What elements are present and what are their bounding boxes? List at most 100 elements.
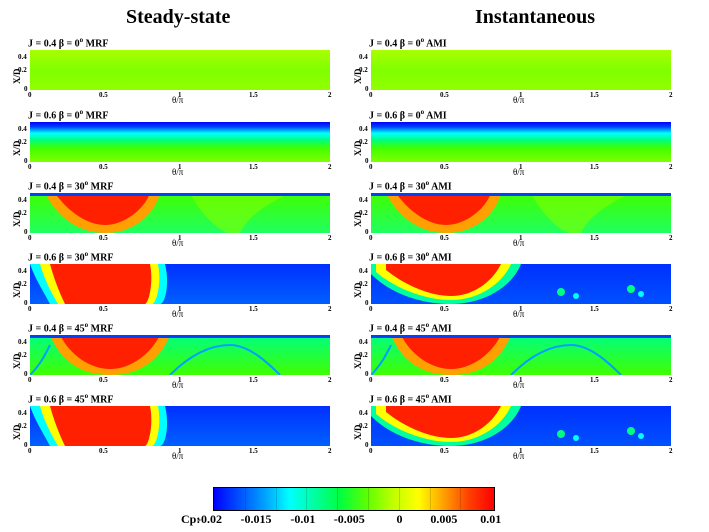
x-tick-label: 0.5: [440, 163, 449, 171]
y-tick-label: 0.2: [18, 138, 27, 146]
x-tick-label: 1.5: [590, 376, 599, 384]
y-tick-label: 0: [24, 370, 28, 378]
contour-field: [371, 264, 671, 304]
colorbar-tick-label: -0.01: [290, 512, 316, 526]
degree-symbol: o: [84, 321, 89, 329]
x-tick-label: 0: [369, 305, 373, 313]
contour-field: [371, 193, 671, 233]
x-tick-label: 1.5: [249, 91, 258, 99]
contour-panel: J = 0.6 β = 0o MRF X/D 0.4 0.2 0 0 0.5 1 1.5 2 θ/π: [12, 108, 667, 178]
x-axis-label: θ/π: [513, 451, 525, 461]
degree-symbol: o: [420, 108, 425, 116]
x-tick-label: 1.5: [590, 447, 599, 455]
x-tick-label: 2: [669, 305, 673, 313]
x-tick-label: 0: [28, 305, 32, 313]
contour-panel: J = 0.6 β = 30o MRF X/D 0.4 0.2 0 0 0.5 1 1.5 2 θ/…: [12, 250, 667, 320]
colorbar-tick-label: -0.02: [197, 512, 222, 526]
x-tick-label: 2: [328, 91, 332, 99]
x-tick-label: 2: [669, 163, 673, 171]
y-tick-label: 0: [365, 85, 369, 93]
x-axis-label: θ/π: [513, 380, 525, 390]
panel-title: J = 0.4 β = 45o MRF: [28, 321, 114, 335]
degree-symbol: o: [84, 392, 89, 400]
x-tick-label: 1: [178, 91, 182, 99]
x-axis-label: θ/π: [513, 167, 525, 177]
x-tick-label: 1.5: [590, 163, 599, 171]
x-tick-label: 0.5: [440, 91, 449, 99]
contour-panel: J = 0.6 β = 45o AMI X/D 0.4 0.2 0 0 0.5 1 1.5 2 θ/…: [353, 392, 709, 462]
x-tick-label: 2: [669, 447, 673, 455]
x-axis-label: θ/π: [513, 95, 525, 105]
contour-panel: J = 0.4 β = 30o MRF X/D 0.4 0.2 0 0 0.5 1 1.5 2 θ/…: [12, 179, 667, 249]
x-tick-label: 1: [178, 305, 182, 313]
y-tick-label: 0.2: [18, 351, 27, 359]
x-tick-label: 0.5: [440, 376, 449, 384]
steady-state-title: Steady-state: [126, 6, 231, 28]
x-axis-label: θ/π: [172, 238, 184, 248]
y-tick-label: 0.2: [18, 280, 27, 288]
y-tick-label: 0.2: [359, 280, 368, 288]
y-tick-label: 0.4: [359, 196, 368, 204]
x-axis-label: θ/π: [172, 380, 184, 390]
x-tick-label: 1.5: [249, 447, 258, 455]
y-tick-label: 0.4: [359, 267, 368, 275]
x-axis-label: θ/π: [172, 451, 184, 461]
y-tick-label: 0.4: [359, 125, 368, 133]
x-tick-label: 2: [328, 234, 332, 242]
y-tick-label: 0: [24, 157, 28, 165]
degree-symbol: o: [425, 392, 430, 400]
panel-title: J = 0.4 β = 30o MRF: [28, 179, 114, 193]
y-tick-label: 0: [365, 441, 369, 449]
panel-title: J = 0.6 β = 0o AMI: [369, 108, 447, 122]
x-tick-label: 0.5: [99, 91, 108, 99]
x-tick-label: 0: [369, 163, 373, 171]
panel-title: J = 0.4 β = 0o MRF: [28, 36, 109, 50]
contour-panel: J = 0.4 β = 45o MRF X/D 0.4 0.2 0 0 0.5 1 1.5 2 θ/…: [12, 321, 667, 391]
x-tick-label: 1: [519, 305, 523, 313]
panel-title: J = 0.4 β = 45o AMI: [369, 321, 452, 335]
y-tick-label: 0.4: [359, 53, 368, 61]
degree-symbol: o: [425, 321, 430, 329]
contour-field: [30, 406, 330, 446]
y-tick-label: 0: [365, 299, 369, 307]
contour-field: [30, 264, 330, 304]
x-tick-label: 1: [519, 447, 523, 455]
contour-panel: J = 0.6 β = 0o AMI X/D 0.4 0.2 0 0 0.5 1 1.5 2 θ/π: [353, 108, 709, 178]
panel-title: J = 0.6 β = 45o AMI: [369, 392, 452, 406]
y-tick-label: 0.2: [359, 209, 368, 217]
degree-symbol: o: [84, 250, 89, 258]
y-tick-label: 0.4: [359, 409, 368, 417]
x-tick-label: 0.5: [99, 163, 108, 171]
y-tick-label: 0.2: [359, 138, 368, 146]
x-tick-label: 1: [519, 163, 523, 171]
y-tick-label: 0.4: [18, 196, 27, 204]
x-tick-label: 0.5: [99, 305, 108, 313]
contour-panel: J = 0.4 β = 0o AMI X/D 0.4 0.2 0 0 0.5 1 1.5 2 θ/π: [353, 36, 709, 106]
colorbar-title: Cp:: [181, 512, 201, 526]
x-tick-label: 0: [28, 91, 32, 99]
x-tick-label: 0: [369, 376, 373, 384]
x-tick-label: 0.5: [99, 376, 108, 384]
colorbar-tick-label: -0.015: [240, 512, 272, 526]
x-tick-label: 0.5: [440, 305, 449, 313]
panel-title: J = 0.4 β = 0o AMI: [369, 36, 447, 50]
x-tick-label: 2: [328, 376, 332, 384]
y-tick-label: 0: [24, 228, 28, 236]
x-tick-label: 0.5: [440, 447, 449, 455]
x-tick-label: 1: [178, 447, 182, 455]
y-tick-label: 0.2: [359, 422, 368, 430]
contour-panel: J = 0.4 β = 30o AMI X/D 0.4 0.2 0 0 0.5 1 1.5 2 θ/…: [353, 179, 709, 249]
x-tick-label: 2: [328, 447, 332, 455]
contour-field: [371, 406, 671, 446]
contour-field: [30, 50, 330, 90]
x-tick-label: 0: [28, 234, 32, 242]
x-tick-label: 1: [178, 376, 182, 384]
y-tick-label: 0.2: [359, 66, 368, 74]
contour-field: [30, 122, 330, 162]
x-tick-label: 0: [28, 376, 32, 384]
y-tick-label: 0: [365, 157, 369, 165]
x-tick-label: 1: [178, 163, 182, 171]
contour-panel: J = 0.4 β = 45o AMI X/D 0.4 0.2 0 0 0.5 1 1.5 2 θ/…: [353, 321, 709, 391]
x-tick-label: 1: [519, 234, 523, 242]
y-tick-label: 0: [365, 228, 369, 236]
